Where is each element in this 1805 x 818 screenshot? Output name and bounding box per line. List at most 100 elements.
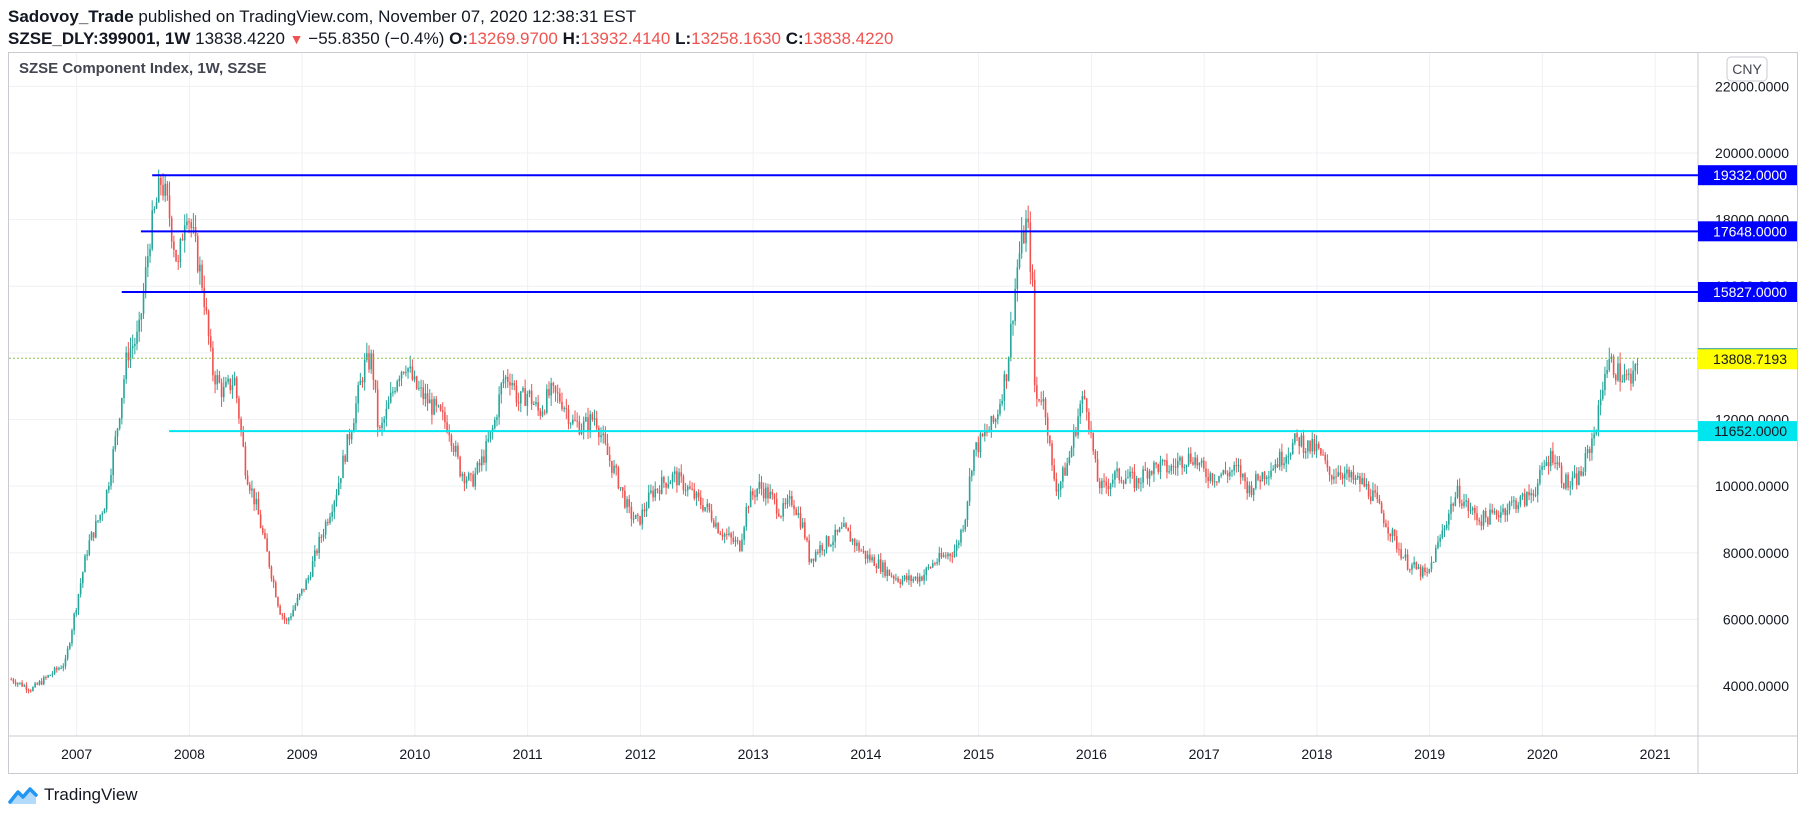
candle-body: [1023, 231, 1025, 244]
candle-body: [363, 359, 366, 383]
candle-body: [10, 679, 13, 681]
candle-body: [784, 503, 787, 505]
candle-body: [97, 520, 99, 522]
candle-body: [554, 385, 557, 393]
candle-body: [1365, 483, 1368, 487]
candle-body: [58, 668, 60, 670]
candle-body: [513, 382, 516, 386]
candle-body: [344, 455, 346, 462]
candle-body: [1621, 381, 1624, 383]
level-tag-bg: [1698, 421, 1797, 442]
candle-body: [155, 202, 158, 209]
candle-body: [899, 581, 902, 585]
candle-body: [1176, 460, 1179, 468]
candle-body: [333, 501, 336, 512]
candle-body: [1599, 398, 1602, 406]
candle-body: [101, 513, 104, 515]
x-tick-label: 2019: [1414, 746, 1445, 762]
candle-body: [559, 393, 561, 402]
candle-body: [914, 576, 917, 579]
candle-body: [112, 449, 114, 476]
candle-body: [1441, 530, 1444, 538]
publish-info: Sadovoy_Trade published on TradingView.c…: [8, 6, 1798, 28]
candle-body: [1313, 439, 1316, 452]
high-value: 13932.4140: [580, 29, 671, 48]
candle-body: [368, 353, 370, 370]
candle-body: [886, 569, 889, 576]
candle-body: [734, 540, 737, 542]
candle-body: [585, 417, 587, 422]
candle-body: [595, 418, 598, 428]
marker-tag-bg: [1698, 349, 1797, 370]
candle-body: [1001, 400, 1003, 404]
horizontal-levels[interactable]: [121, 174, 1698, 433]
candle-body: [36, 683, 39, 685]
candle-body: [535, 402, 537, 405]
chart-frame[interactable]: 4000.0000 6000.0000 8000.0000 10000.0000 120…: [8, 52, 1798, 774]
candle-body: [743, 527, 745, 540]
x-tick-label: 2010: [399, 746, 430, 762]
candle-body: [1359, 476, 1361, 484]
candle-body: [192, 227, 195, 229]
candle-body: [1456, 485, 1459, 498]
candle-body: [843, 523, 845, 528]
candle-body: [186, 221, 188, 226]
candle-body: [923, 574, 925, 581]
candle-body: [1521, 493, 1524, 497]
candle-body: [374, 379, 377, 390]
tradingview-logo[interactable]: TradingView: [8, 783, 138, 807]
candle-body: [1083, 396, 1086, 399]
x-tick-label: 2007: [61, 746, 92, 762]
candle-body: [1528, 491, 1530, 496]
candle-body: [1307, 440, 1309, 452]
candle-body: [509, 382, 511, 386]
chart-svg[interactable]: 4000.00006000.00008000.000010000.0000120…: [9, 53, 1797, 773]
candle-body: [435, 398, 438, 406]
candle-body: [1159, 461, 1162, 473]
time-axis[interactable]: 2007 2008 2009 2010 2011 2012 2013 2014 2015 2016…: [61, 746, 1671, 762]
candle-body: [691, 488, 693, 490]
candle-body: [1211, 473, 1214, 482]
candle-body: [528, 390, 531, 394]
candle-body: [1513, 500, 1515, 502]
candle-body: [1322, 454, 1324, 456]
candle-body: [669, 481, 672, 485]
level-tag-bg: [1698, 165, 1797, 186]
candle-body: [1552, 450, 1554, 463]
candle-body: [1163, 460, 1166, 462]
candle-body: [574, 419, 576, 421]
candle-body: [840, 527, 843, 529]
candle-body: [47, 675, 49, 678]
candle-body: [1304, 451, 1307, 453]
candle-body: [274, 582, 277, 598]
candle-body: [331, 511, 333, 517]
candle-body: [918, 576, 921, 582]
candle-body: [71, 630, 73, 644]
candle-body: [379, 427, 381, 429]
candle-body: [871, 557, 873, 561]
candle-body: [1634, 364, 1637, 371]
x-tick-label: 2018: [1301, 746, 1332, 762]
candle-body: [253, 488, 255, 505]
candle-body: [179, 239, 182, 263]
candle-body: [1582, 471, 1585, 476]
candle-body: [630, 506, 633, 520]
candle-body: [1250, 485, 1253, 496]
y-tick-label: 22000.0000: [1715, 78, 1789, 94]
candle-body: [704, 507, 706, 511]
level-tag: 11652.0000: [1714, 423, 1787, 439]
candle-body: [1198, 462, 1201, 466]
candle-body: [75, 609, 78, 614]
candle-body: [634, 514, 637, 519]
currency-button[interactable]: CNY: [1726, 56, 1768, 82]
candle-body: [138, 319, 140, 332]
candle-body: [218, 375, 221, 383]
candle-body: [246, 475, 249, 485]
author-name[interactable]: Sadovoy_Trade: [8, 7, 134, 26]
candle-body: [470, 473, 472, 475]
candle-body: [658, 489, 661, 494]
candle-body: [587, 417, 589, 431]
candle-body: [934, 563, 936, 565]
candle-body: [1101, 480, 1103, 489]
candle-body: [1157, 464, 1160, 473]
